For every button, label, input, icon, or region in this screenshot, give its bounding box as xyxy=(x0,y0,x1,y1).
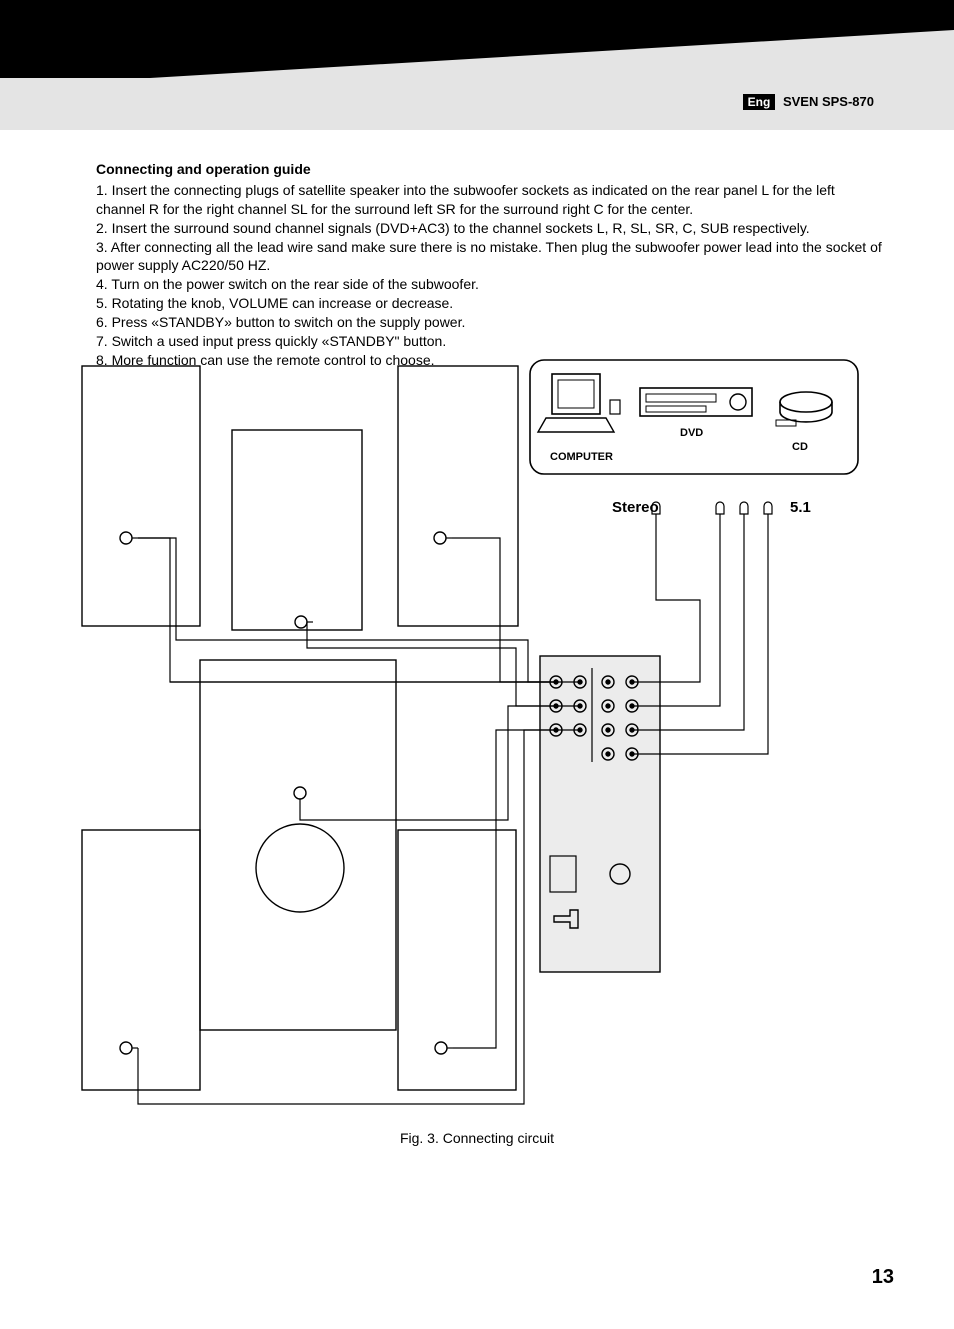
svg-text:CD: CD xyxy=(792,441,808,453)
guide-heading: Connecting and operation guide xyxy=(96,160,886,179)
page-root: Eng SVEN SPS-870 Connecting and operatio… xyxy=(0,0,954,1329)
header-banner xyxy=(0,0,954,130)
guide-line: 2. Insert the surround sound channel sig… xyxy=(96,219,886,238)
svg-text:DVD: DVD xyxy=(680,427,703,439)
figure-caption: Fig. 3. Connecting circuit xyxy=(0,1130,954,1146)
guide-line: 3. After connecting all the lead wire sa… xyxy=(96,238,886,276)
lang-badge: Eng xyxy=(743,94,776,110)
guide-line: 5. Rotating the knob, VOLUME can increas… xyxy=(96,294,886,313)
guide-line: 6. Press «STANDBY» button to switch on t… xyxy=(96,313,886,332)
svg-text:5.1: 5.1 xyxy=(790,499,811,516)
svg-text:COMPUTER: COMPUTER xyxy=(550,451,613,463)
guide-line: 4. Turn on the power switch on the rear … xyxy=(96,275,886,294)
page-number: 13 xyxy=(872,1266,894,1289)
header-model: Eng SVEN SPS-870 xyxy=(743,94,874,110)
connecting-diagram: COMPUTERDVDCDStereo5.1 xyxy=(0,350,954,1220)
guide-line: 1. Insert the connecting plugs of satell… xyxy=(96,181,886,219)
model-label: SVEN SPS-870 xyxy=(783,94,874,109)
guide-text: Connecting and operation guide 1. Insert… xyxy=(96,160,886,370)
guide-line: 7. Switch a used input press quickly «ST… xyxy=(96,332,886,351)
